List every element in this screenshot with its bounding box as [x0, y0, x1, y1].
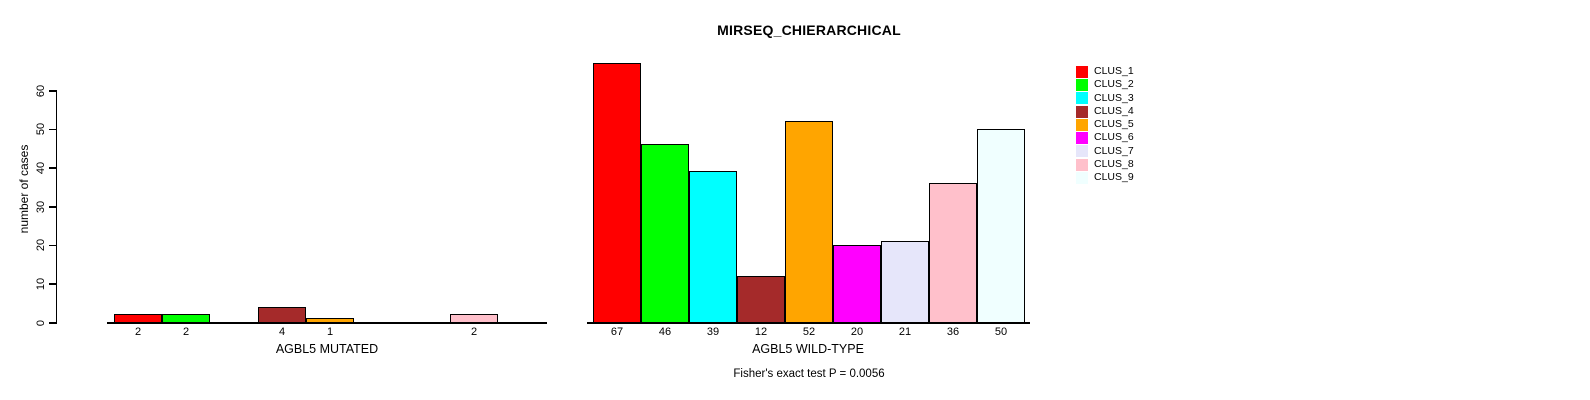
y-tick — [48, 283, 56, 285]
y-tick-label: 40 — [35, 161, 47, 174]
bar-clus_1 — [114, 314, 162, 324]
bar-clus_4 — [737, 275, 785, 324]
y-tick — [48, 206, 56, 208]
bar-clus_3 — [689, 171, 737, 324]
legend-label: CLUS_2 — [1094, 78, 1134, 91]
bar-value-label: 46 — [658, 326, 672, 338]
bar-value-label: 36 — [946, 326, 960, 338]
legend-item-clus_5: CLUS_5 — [1076, 118, 1134, 131]
y-axis-line — [55, 90, 57, 324]
y-tick-label: 60 — [35, 84, 47, 97]
y-tick-label: 30 — [35, 200, 47, 213]
bar-clus_7 — [881, 240, 929, 324]
chart-title: MIRSEQ_CHIERARCHICAL — [717, 22, 901, 38]
bar-value-label: 67 — [610, 326, 624, 338]
bar-clus_5 — [785, 120, 833, 324]
y-tick — [48, 244, 56, 247]
bar-value-label: 52 — [802, 326, 816, 338]
bar-value-label: 12 — [754, 326, 768, 338]
bar-value-label: 50 — [994, 326, 1008, 338]
legend-label: CLUS_8 — [1094, 158, 1134, 171]
bar-value-label: 1 — [326, 326, 334, 338]
legend-item-clus_9: CLUS_9 — [1076, 171, 1134, 185]
legend-item-clus_7: CLUS_7 — [1076, 145, 1134, 158]
y-tick-label: 50 — [35, 123, 47, 136]
legend-label: CLUS_3 — [1094, 91, 1134, 104]
legend-item-clus_2: CLUS_2 — [1076, 78, 1134, 91]
y-tick — [48, 90, 56, 92]
legend-item-clus_3: CLUS_3 — [1076, 92, 1134, 105]
y-tick-label: 20 — [35, 239, 47, 252]
y-tick — [48, 322, 56, 324]
x-axis-label-wildtype: AGBL5 WILD-TYPE — [752, 342, 864, 356]
bar-clus_2 — [162, 314, 210, 324]
legend-swatch-clus_6 — [1076, 132, 1088, 145]
legend-item-clus_4: CLUS_4 — [1076, 105, 1134, 118]
bar-value-label: 2 — [182, 326, 190, 338]
bar-value-label: 21 — [898, 326, 912, 338]
legend-swatch-clus_7 — [1076, 145, 1088, 158]
legend-item-clus_8: CLUS_8 — [1076, 158, 1134, 171]
bar-value-label: 2 — [134, 326, 142, 338]
legend-swatch-clus_8 — [1076, 158, 1088, 171]
legend-swatch-clus_9 — [1076, 172, 1088, 185]
legend-swatch-clus_1 — [1076, 65, 1088, 78]
legend-swatch-clus_3 — [1076, 92, 1088, 105]
legend-swatch-clus_5 — [1076, 118, 1088, 131]
bar-clus_2 — [641, 144, 689, 324]
fisher-test-annotation: Fisher's exact test P = 0.0056 — [733, 368, 885, 380]
y-tick-label: 10 — [35, 277, 47, 290]
bar-clus_8 — [929, 182, 977, 324]
bar-value-label: 4 — [278, 326, 286, 338]
legend-item-clus_6: CLUS_6 — [1076, 131, 1134, 145]
x-axis-label-mutated: AGBL5 MUTATED — [275, 342, 379, 356]
legend-label: CLUS_6 — [1094, 131, 1134, 144]
legend-swatch-clus_4 — [1076, 105, 1088, 118]
bar-value-label: 20 — [850, 326, 864, 338]
bar-clus_8 — [450, 314, 498, 324]
legend-label: CLUS_1 — [1094, 65, 1134, 77]
legend-label: CLUS_4 — [1094, 104, 1134, 117]
y-tick — [48, 128, 56, 131]
legend-label: CLUS_9 — [1094, 171, 1134, 184]
bar-clus_9 — [977, 128, 1025, 324]
bar-clus_4 — [258, 306, 306, 324]
bar-clus_1 — [593, 62, 641, 324]
bar-clus_6 — [833, 244, 881, 324]
bar-clus_5 — [306, 318, 354, 324]
y-tick — [48, 167, 56, 169]
legend: CLUS_1 CLUS_2 CLUS_3 CLUS_4 CLUS_5 CLUS_6 CLUS… — [1076, 65, 1134, 185]
legend-label: CLUS_7 — [1094, 144, 1134, 157]
bar-value-label: 2 — [470, 326, 478, 338]
y-axis-label: number of cases — [17, 144, 31, 234]
legend-item-clus_1: CLUS_1 — [1076, 65, 1134, 78]
bar-value-label: 39 — [706, 326, 720, 338]
y-tick-label: 0 — [35, 319, 47, 326]
legend-swatch-clus_2 — [1076, 78, 1088, 91]
legend-label: CLUS_5 — [1094, 118, 1134, 131]
